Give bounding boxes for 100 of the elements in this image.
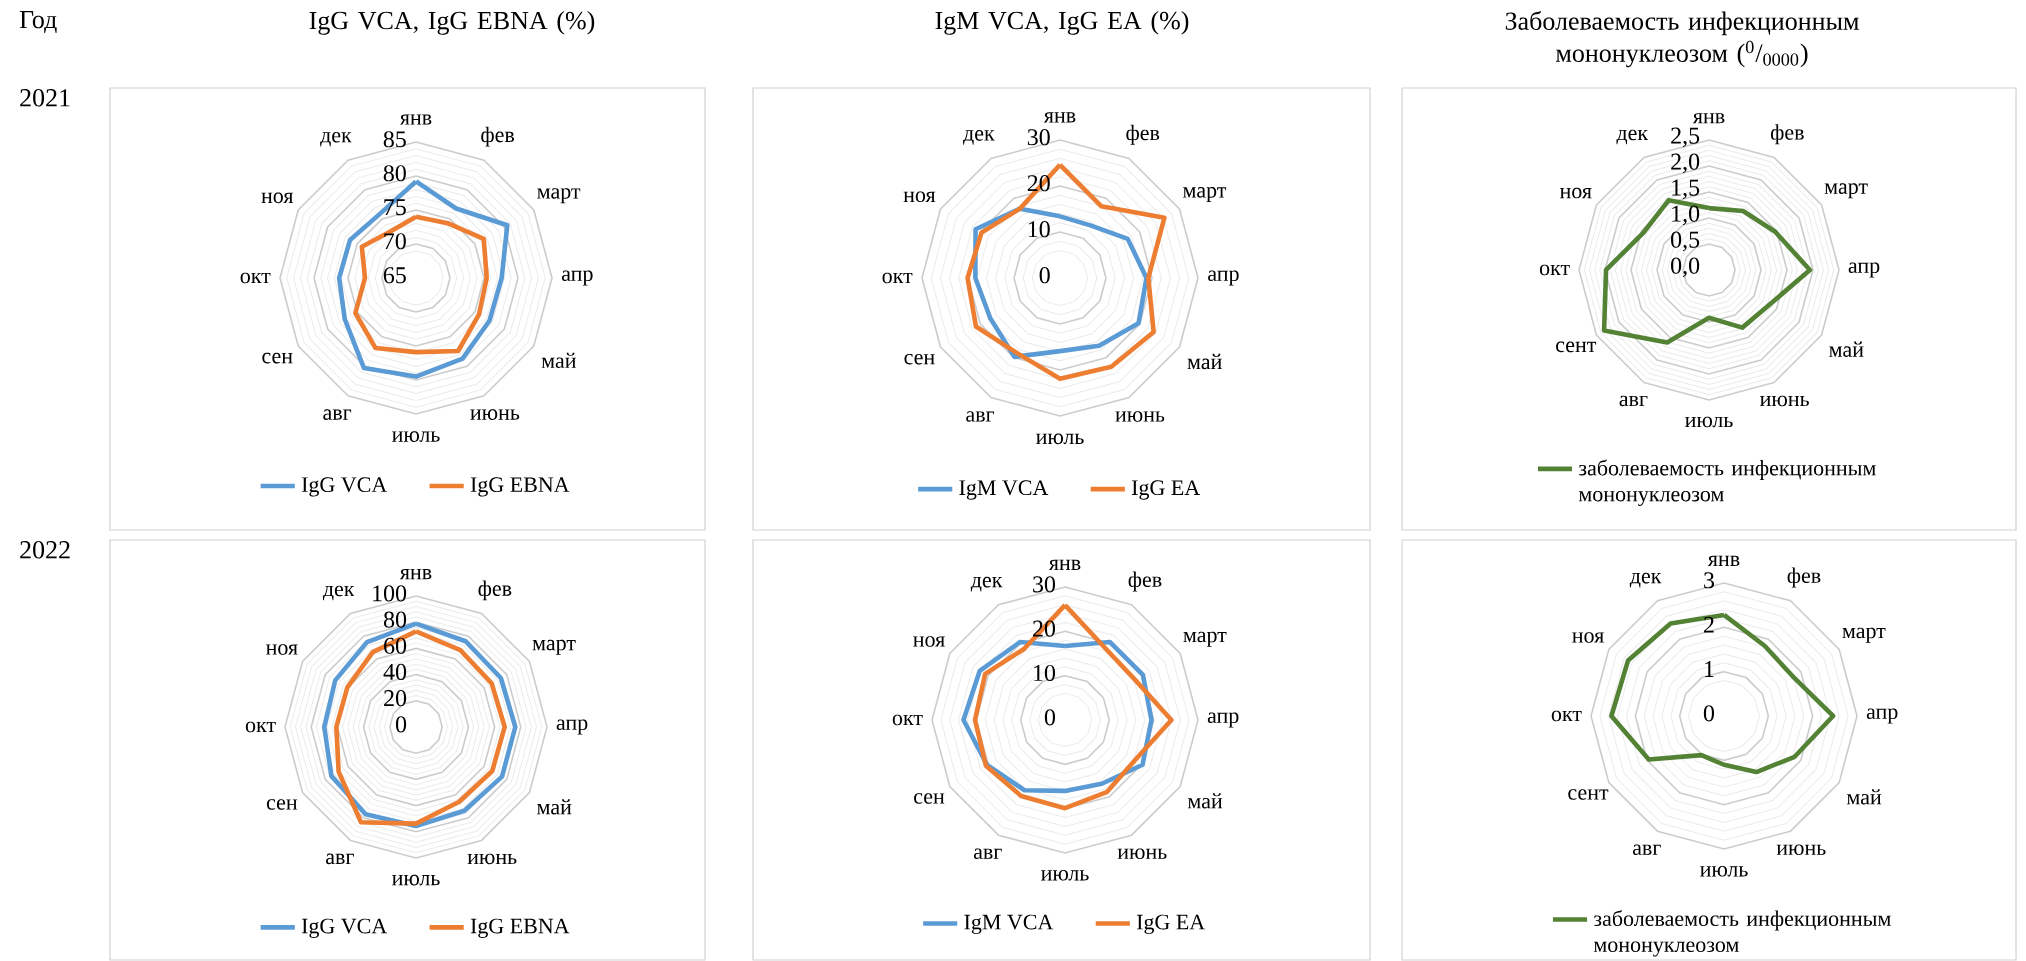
chart-title: IgM VCA, IgG EA (%) xyxy=(935,11,1189,35)
legend-label: IgM VCA xyxy=(959,480,1049,500)
spoke-label: фев xyxy=(1787,567,1821,588)
y-tick-label: 1,0 xyxy=(1672,205,1700,226)
legend-label: IgG EA xyxy=(1136,914,1205,934)
legend-label: заболеваемость инфекционным мононуклеозом xyxy=(1593,910,1891,957)
y-tick-label: 85 xyxy=(383,131,406,148)
spoke-label: авг xyxy=(1619,395,1648,407)
spoke-label: авг xyxy=(966,411,995,422)
y-tick-label: 2,5 xyxy=(1671,127,1700,148)
spoke-label: апр xyxy=(1208,270,1239,286)
spoke-label: авг xyxy=(323,409,352,420)
text: Год xyxy=(19,11,57,34)
spoke-label: ноя xyxy=(261,192,294,204)
y-tick-label: 0 xyxy=(1039,267,1050,284)
y-tick-label: 0 xyxy=(1703,705,1715,722)
y-tick-label: 30 xyxy=(1033,576,1056,593)
spoke-label: июль xyxy=(392,431,440,442)
y-tick-label: 0 xyxy=(1044,709,1056,726)
y-tick-label: 10 xyxy=(1034,664,1056,682)
spoke-label: ноя xyxy=(1559,187,1592,199)
y-tick-label: 80 xyxy=(383,611,407,628)
spoke-label: дек xyxy=(322,585,355,601)
spoke-label: апр xyxy=(561,270,593,286)
spoke-label: апр xyxy=(1848,262,1880,278)
legend-label: IgG EA xyxy=(1131,480,1201,500)
spoke-label: июнь xyxy=(1776,844,1826,856)
legend-label: IgM VCA xyxy=(964,914,1054,934)
legend-label: заболеваемость инфекционным мононуклеозом xyxy=(1578,459,1876,506)
spoke-label: май xyxy=(1829,341,1864,357)
y-tick-label: 100 xyxy=(373,585,407,602)
spoke-label: ноя xyxy=(266,644,298,655)
chart-subtitle: 2021 xyxy=(20,89,70,107)
spoke-label: июль xyxy=(1685,416,1733,428)
spoke-label: авг xyxy=(1632,844,1661,856)
y-tick-label: 0,5 xyxy=(1671,231,1700,252)
y-tick-label: 70 xyxy=(384,233,406,250)
spoke-label: янв xyxy=(399,569,432,580)
y-tick-label: 80 xyxy=(383,165,406,182)
legend-label: IgG EBNA xyxy=(470,477,570,497)
spoke-label: окт xyxy=(245,721,276,733)
y-tick-label: 65 xyxy=(383,267,406,284)
spoke-label: май xyxy=(1846,789,1882,805)
spoke-label: фев xyxy=(1126,124,1160,145)
y-tick-label: 20 xyxy=(384,690,407,707)
spoke-label: март xyxy=(532,639,576,655)
spoke-label: янв xyxy=(399,114,432,125)
spoke-label: фев xyxy=(1770,124,1804,145)
spoke-label: фев xyxy=(478,580,512,601)
spoke-label: янв xyxy=(1692,113,1725,124)
y-tick-label: 1 xyxy=(1705,661,1714,677)
spoke-label: авг xyxy=(326,853,354,865)
spoke-label: май xyxy=(1187,793,1223,809)
spoke-label: сент xyxy=(1568,789,1609,800)
spoke-label: окт xyxy=(882,272,913,284)
y-tick-label: 2,0 xyxy=(1671,153,1700,174)
spoke-label: сен xyxy=(904,353,935,365)
spoke-label: сен xyxy=(262,352,293,364)
spoke-label: янв xyxy=(1048,559,1081,570)
spoke-label: окт xyxy=(892,714,923,726)
spoke-label: апр xyxy=(556,719,588,735)
spoke-label: фев xyxy=(1128,571,1162,592)
y-tick-label: 2 xyxy=(1704,616,1714,633)
spoke-label: июнь xyxy=(1115,411,1165,422)
spoke-label: ноя xyxy=(913,636,945,647)
spoke-label: июль xyxy=(1041,870,1089,881)
chart-title: Заболеваемость инфекционным мононуклеозом ($^{0}$/$_{0000}$) xyxy=(1505,11,1859,68)
spoke-label: дек xyxy=(970,576,1003,592)
y-tick-label: 0,0 xyxy=(1671,257,1700,278)
spoke-label: май xyxy=(1187,353,1222,370)
spoke-label: июль xyxy=(1700,866,1748,877)
spoke-label: июль xyxy=(1036,433,1084,445)
spoke-label: фев xyxy=(481,126,515,147)
chart-title: IgG VCA, IgG EBNA (%) xyxy=(309,11,595,35)
spoke-label: авг xyxy=(973,848,1002,860)
spoke-label: март xyxy=(1183,631,1227,647)
spoke-label: март xyxy=(537,188,581,204)
spoke-label: июнь xyxy=(1760,395,1809,407)
spoke-label: янв xyxy=(1043,112,1076,123)
spoke-label: сент xyxy=(1556,341,1597,353)
spoke-label: апр xyxy=(1866,708,1898,724)
spoke-label: ноя xyxy=(903,191,936,203)
y-tick-label: 40 xyxy=(383,663,407,681)
y-tick-label: 30 xyxy=(1027,129,1050,146)
y-tick-label: 0 xyxy=(395,716,407,733)
spoke-label: окт xyxy=(1539,264,1570,276)
spoke-label: дек xyxy=(963,130,995,145)
spoke-label: март xyxy=(1842,627,1886,643)
spoke-label: март xyxy=(1183,187,1227,203)
spoke-label: окт xyxy=(1551,710,1582,722)
spoke-label: июнь xyxy=(470,409,520,420)
spoke-label: дек xyxy=(1629,572,1662,588)
y-tick-label: 3 xyxy=(1704,572,1715,589)
spoke-label: март xyxy=(1824,183,1868,199)
chart-subtitle: 2022 xyxy=(20,541,70,559)
spoke-label: июнь xyxy=(467,853,517,865)
spoke-label: ноя xyxy=(1572,632,1604,643)
spoke-label: сен xyxy=(266,799,298,810)
spoke-label: дек xyxy=(1616,129,1649,145)
spoke-label: май xyxy=(541,352,576,369)
